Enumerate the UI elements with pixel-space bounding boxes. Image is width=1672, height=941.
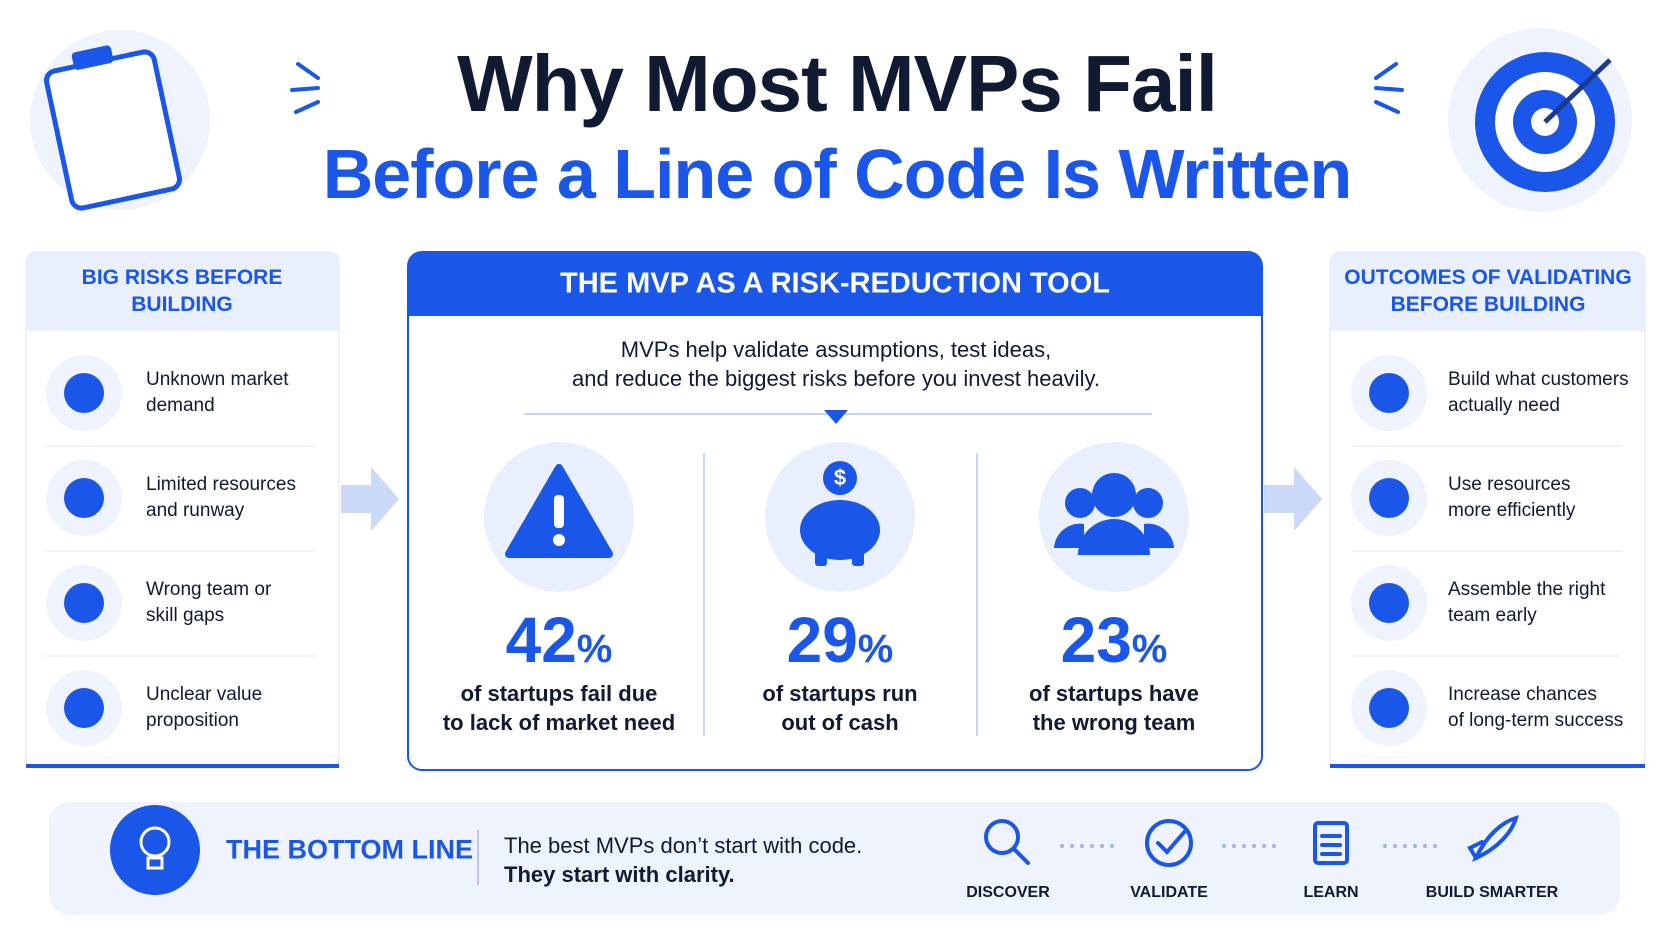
stat-unit: % <box>1131 627 1168 671</box>
panel-title: OUTCOMES OF VALIDATING <box>1344 266 1632 289</box>
item-text: Build what customers <box>1448 369 1629 390</box>
stat-value: 29% <box>787 603 894 677</box>
item-text: Limited resources <box>146 474 296 495</box>
stat-text: of startups run <box>762 681 918 706</box>
stat-number: 29 <box>786 604 858 676</box>
center-title: THE MVP AS A RISK-REDUCTION TOOL <box>560 267 1110 300</box>
bottom-bar <box>49 802 1620 915</box>
item-text: Unclear value <box>146 684 263 705</box>
title: Why Most MVPs Fail <box>457 39 1218 128</box>
intro-text: and reduce the biggest risks before you … <box>572 366 1100 391</box>
svg-text:$: $ <box>834 465 846 490</box>
item-text: more efficiently <box>1448 500 1576 521</box>
subtitle: Before a Line of Code Is Written <box>322 135 1352 213</box>
stat-text: out of cash <box>781 710 899 735</box>
bottom-label: THE BOTTOM LINE <box>226 834 473 865</box>
item-text: team early <box>1448 605 1537 626</box>
panel-title: BEFORE BUILDING <box>1390 293 1586 316</box>
bottom-message: The best MVPs don’t start with code. <box>504 833 863 858</box>
step-label: BUILD SMARTER <box>1425 884 1559 901</box>
stat-text: to lack of market need <box>442 710 676 735</box>
item-text: proposition <box>146 710 239 731</box>
step-label: LEARN <box>1303 884 1359 901</box>
stat-number: 42 <box>505 604 577 676</box>
item-text: and runway <box>146 500 245 521</box>
stat-value: 42% <box>506 603 613 677</box>
item-text: demand <box>146 395 215 416</box>
intro-text: MVPs help validate assumptions, test ide… <box>620 337 1052 362</box>
step-label: DISCOVER <box>966 884 1050 901</box>
item-text: Increase chances <box>1448 684 1597 705</box>
stat-text: of startups have <box>1029 681 1199 706</box>
stat-text: the wrong team <box>1032 710 1196 735</box>
panel-title: BUILDING <box>131 293 233 316</box>
item-text: actually need <box>1448 395 1560 416</box>
item-text: skill gaps <box>146 605 225 626</box>
panel-title: BIG RISKS BEFORE <box>81 266 283 289</box>
stat-text: of startups fail due <box>460 681 658 706</box>
stat-number: 23 <box>1060 604 1132 676</box>
bottom-message: They start with clarity. <box>504 862 735 887</box>
item-text: Wrong team or <box>146 579 272 600</box>
item-text: Use resources <box>1448 474 1571 495</box>
stat-unit: % <box>857 627 894 671</box>
stat-value: 23% <box>1061 603 1168 677</box>
stat-unit: % <box>576 627 613 671</box>
item-text: of long-term success <box>1448 710 1624 731</box>
item-text: Assemble the right <box>1448 579 1606 600</box>
item-text: Unknown market <box>146 369 289 390</box>
step-label: VALIDATE <box>1130 884 1208 901</box>
